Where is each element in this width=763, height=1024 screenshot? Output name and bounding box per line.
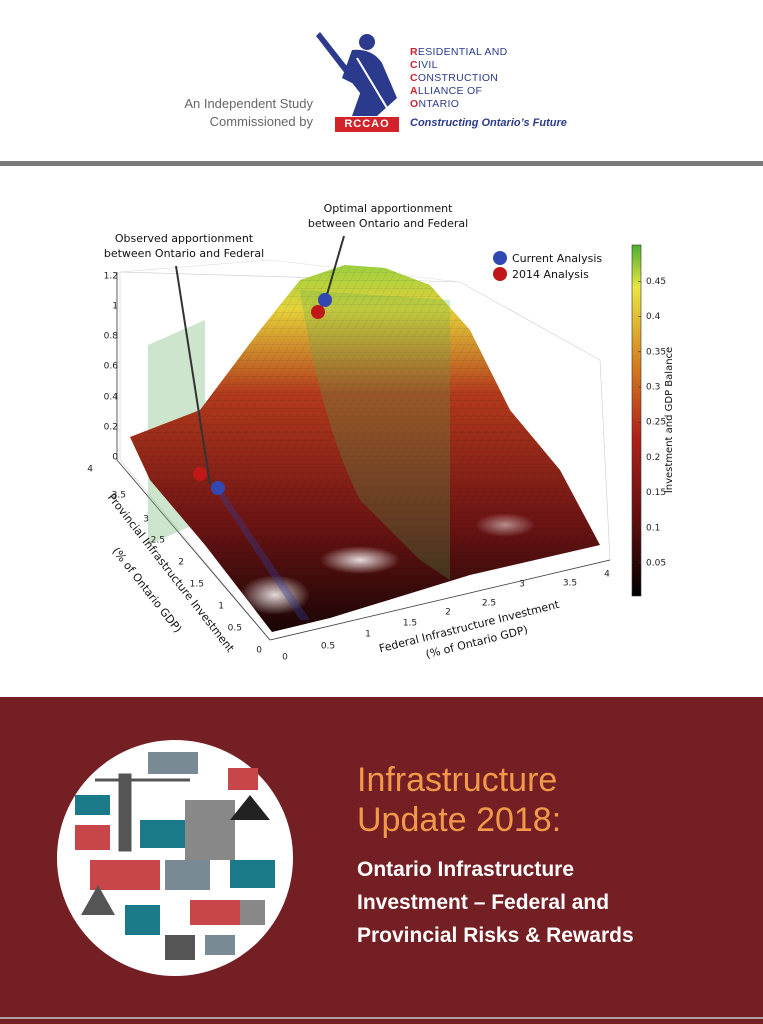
logo-badge: RCCAO	[335, 117, 399, 132]
footer-subtitle: Investment – Federal and	[357, 891, 609, 914]
footer-subtitle: Ontario Infrastructure	[357, 858, 574, 881]
z-tick-label: 1	[112, 302, 118, 312]
colorbar-label: Investment and GDP Balance	[664, 347, 675, 493]
colorbar-tick-label: 0.05	[646, 559, 666, 569]
colorbar-tick-label: 0.3	[646, 383, 660, 393]
provincial-tick-label: 0	[256, 646, 262, 656]
federal-tick-label: 0.5	[321, 642, 335, 652]
z-tick-label: 1.2	[104, 272, 118, 282]
federal-tick-label: 1.5	[403, 619, 417, 629]
footer-title: Infrastructure	[357, 761, 557, 799]
annotation: between Ontario and Federal	[104, 247, 264, 260]
colorbar-tick-label: 0.35	[646, 347, 666, 357]
annotation: Observed apportionment	[115, 232, 254, 245]
provincial-tick-label: 1	[218, 602, 224, 612]
federal-tick-label: 3	[519, 580, 525, 590]
federal-tick-label: 4	[604, 570, 610, 580]
federal-tick-label: 1	[365, 630, 371, 640]
federal-tick-label: 2	[445, 608, 451, 618]
colorbar-tick-label: 0.25	[646, 418, 666, 428]
logo-figure	[316, 32, 397, 116]
federal-tick-label: 2.5	[482, 599, 496, 609]
study-line: Commissioned by	[209, 114, 313, 129]
org-name: CONSTRUCTION	[410, 72, 499, 84]
org-name: ALLIANCE OF	[410, 85, 483, 97]
tagline: Constructing Ontario’s Future	[410, 117, 567, 129]
colorbar-tick-label: 0.2	[646, 453, 660, 463]
colorbar-tick-label: 0.45	[646, 277, 666, 287]
z-tick-label: 0.6	[104, 362, 119, 372]
provincial-tick-label: 4	[87, 465, 93, 475]
org-name: CIVIL	[410, 59, 438, 71]
colorbar	[631, 244, 642, 597]
provincial-tick-label: 2	[178, 558, 184, 568]
provincial-tick-label: 2.5	[151, 536, 165, 546]
study-line: An Independent Study	[184, 96, 313, 111]
provincial-tick-label: 3	[143, 515, 149, 525]
annotation: between Ontario and Federal	[308, 217, 468, 230]
colorbar-tick-label: 0.15	[646, 488, 666, 498]
z-tick-label: 0.4	[104, 393, 119, 403]
colorbar-tick-label: 0.1	[646, 523, 660, 533]
provincial-tick-label: 3.5	[112, 491, 126, 501]
federal-tick-label: 3.5	[563, 579, 577, 589]
z-tick-label: 0.2	[104, 423, 118, 433]
icons	[75, 752, 275, 960]
provincial-tick-label: 0.5	[228, 624, 242, 634]
provincial-tick-label: 1.5	[190, 580, 204, 590]
z-tick-label: 0.8	[104, 332, 119, 342]
org-name: ONTARIO	[410, 98, 460, 110]
org-name: RESIDENTIAL AND	[410, 46, 508, 58]
footer-title: Update 2018:	[357, 801, 561, 839]
separator	[0, 161, 763, 166]
legend-label: 2014 Analysis	[512, 268, 589, 281]
footer-subtitle: Provincial Risks & Rewards	[357, 924, 634, 947]
federal-tick-label: 0	[282, 653, 288, 663]
surface-plot	[116, 235, 642, 641]
annotation: Optimal apportionment	[324, 202, 454, 215]
z-tick-label: 0	[112, 453, 118, 463]
legend-label: Current Analysis	[512, 252, 602, 265]
colorbar-tick-label: 0.4	[646, 312, 661, 322]
axis-label: (% of Ontario GDP)	[110, 545, 185, 636]
